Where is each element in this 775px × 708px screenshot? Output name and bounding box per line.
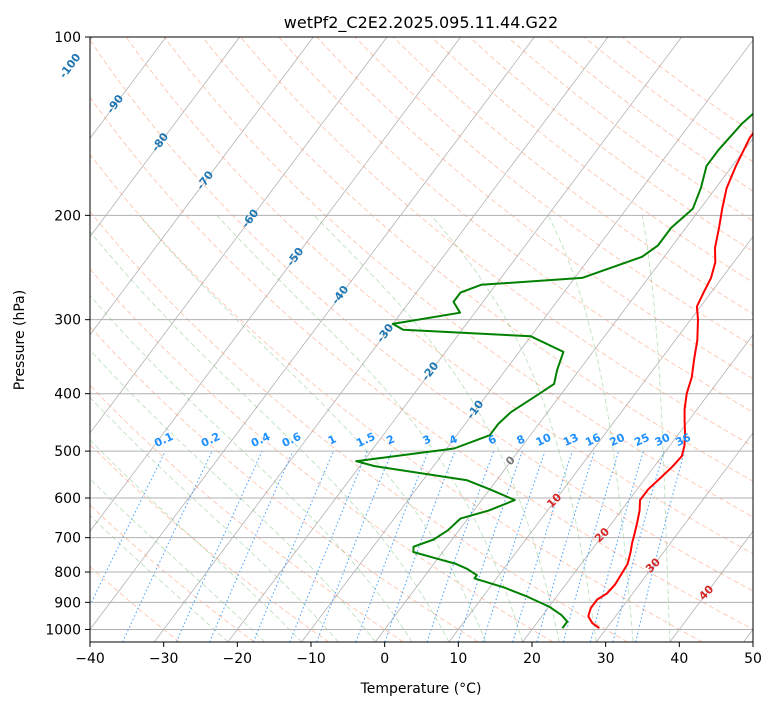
isotherm-line (374, 137, 753, 642)
y-tick-label: 400 (54, 387, 81, 403)
mixing-ratio-line (90, 450, 166, 607)
x-tick-label: −10 (296, 651, 326, 667)
dry-adiabat-line (90, 96, 753, 630)
y-tick-label: 900 (54, 595, 81, 611)
mixing-ratio-line (384, 450, 456, 642)
dry-adiabat-line (90, 39, 753, 592)
x-tick-label: 0 (380, 651, 389, 667)
mixing-ratio-line (289, 450, 368, 642)
moist-adiabat-line (216, 214, 524, 642)
isotherm-line (669, 530, 753, 642)
moist-adiabat-line (313, 214, 560, 642)
moist-adiabat-line (430, 215, 597, 642)
dry-adiabat-line (545, 37, 753, 192)
x-tick-label: −30 (149, 651, 179, 667)
dry-adiabat-line (278, 37, 753, 413)
dry-adiabat-line (90, 268, 554, 642)
x-tick-label: 30 (597, 651, 615, 667)
dry-adiabat-line (202, 37, 753, 482)
y-axis: 100 200 300 400 500 600 700 800 900 1000 (45, 30, 90, 638)
x-tick-label: 10 (449, 651, 467, 667)
moist-adiabat-line (90, 230, 450, 642)
x-tick-label: 50 (744, 651, 762, 667)
mixing-ratio-label: 10 (534, 431, 554, 449)
mixing-ratio-line (209, 450, 294, 642)
isotherm-line (90, 37, 240, 238)
mixing-ratio-line (612, 450, 665, 642)
y-tick-label: 300 (54, 313, 81, 329)
dry-adiabat-line (163, 37, 753, 518)
moist-adiabat-line (139, 215, 487, 642)
isotherm-line (595, 432, 753, 642)
x-tick-label: −40 (75, 651, 105, 667)
mixing-ratio-line (457, 450, 523, 642)
y-axis-label: Pressure (hPa) (12, 290, 28, 390)
background-lines (90, 37, 753, 642)
y-tick-label: 100 (54, 30, 81, 46)
sounding-traces (355, 112, 753, 630)
moist-adiabat-line (90, 439, 302, 642)
dry-adiabat-line (90, 326, 479, 642)
mixing-ratio-label: 16 (583, 431, 603, 449)
mixing-ratio-label: 36 (674, 431, 694, 449)
dry-adiabat-line (316, 37, 753, 380)
temperature-line (587, 131, 753, 630)
mixing-ratio-line (536, 450, 595, 642)
isotherm-line (227, 37, 682, 642)
mixing-ratio-line (252, 450, 335, 642)
mixing-ratio-label: 25 (632, 431, 651, 449)
mixing-ratio-label: 20 (608, 431, 628, 449)
mixing-ratio-line (426, 450, 495, 642)
isotherm-line (90, 37, 388, 434)
plot-frame (89, 36, 754, 643)
isotherm-line (153, 37, 609, 642)
x-axis-label: Temperature (°C) (360, 681, 482, 697)
isotherm-line (90, 37, 461, 532)
dry-adiabat-line (90, 210, 628, 642)
isotherm-line (522, 334, 753, 642)
moist-adiabat-line (90, 349, 376, 642)
mixing-ratio-line (316, 450, 393, 642)
dry-adiabat-line (507, 37, 753, 222)
dry-adiabat-line (431, 37, 753, 283)
dry-adiabat-line (354, 37, 753, 347)
mixing-ratio-line (512, 450, 573, 642)
x-tick-label: −20 (223, 651, 253, 667)
moist-adiabat-line (90, 478, 266, 642)
dry-adiabat-line (90, 504, 255, 642)
mixing-ratio-line (175, 450, 263, 642)
dewpoint-line (355, 112, 753, 629)
mixing-ratio-line (562, 450, 620, 642)
x-tick-label: 20 (523, 651, 541, 667)
moist-adiabat-line (90, 295, 413, 642)
y-tick-label: 800 (54, 565, 81, 581)
dry-adiabat-line (90, 153, 703, 642)
y-tick-label: 700 (54, 531, 81, 547)
moist-adiabat-line (547, 215, 634, 642)
mixing-ratio-line (355, 450, 429, 642)
mixing-ratio-label: 30 (653, 431, 673, 449)
mixing-ratio-line (482, 450, 546, 642)
x-axis: −40 −30 −20 −10 0 10 20 30 40 50 (75, 642, 762, 667)
isotherm-line (301, 39, 753, 642)
mixing-ratio-label: 13 (561, 431, 580, 449)
y-tick-label: 200 (54, 208, 81, 224)
x-tick-label: 40 (670, 651, 688, 667)
mixing-ratio-line (635, 450, 686, 642)
isotherm-line (90, 37, 535, 631)
y-tick-label: 1000 (45, 622, 81, 638)
y-tick-label: 500 (54, 444, 81, 460)
isotherm-line (448, 235, 753, 642)
moist-adiabat-line (641, 215, 671, 642)
mixing-ratio-line (590, 450, 644, 642)
chart-title: wetPf2_C2E2.2025.095.11.44.G22 (284, 13, 558, 33)
y-tick-label: 600 (54, 491, 81, 507)
isotherm-line (90, 37, 314, 336)
